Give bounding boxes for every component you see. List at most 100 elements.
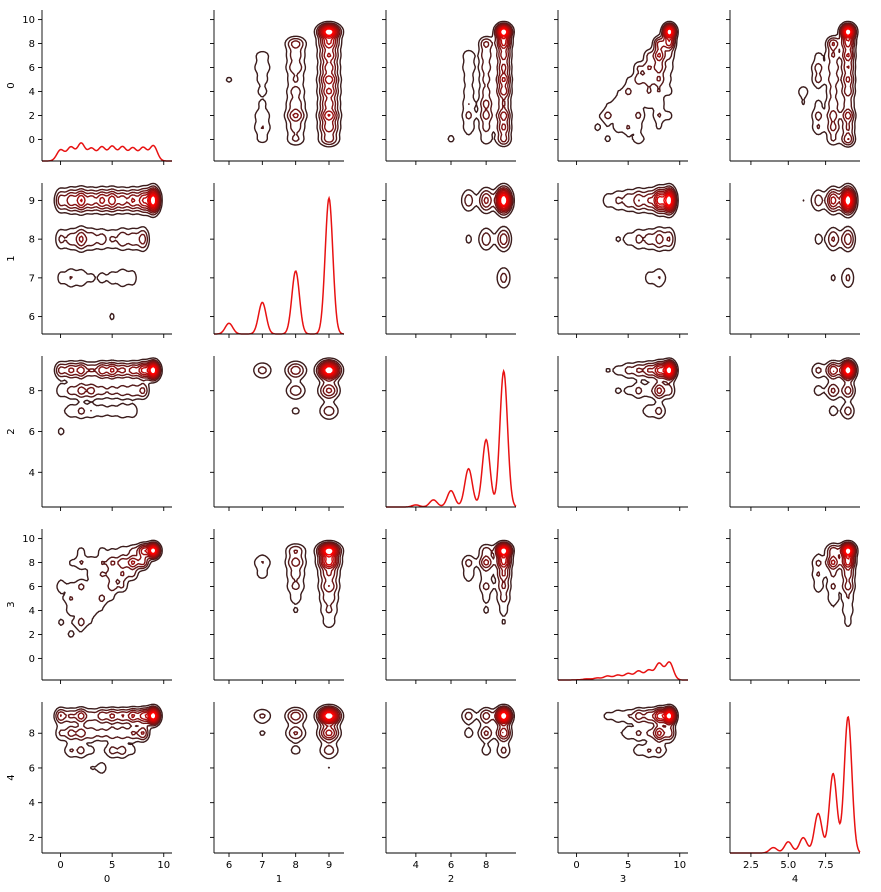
y-tick-label: 6 bbox=[29, 63, 35, 74]
x-tick-label: 7 bbox=[259, 860, 265, 871]
x-tick-label: 6 bbox=[448, 860, 454, 871]
contour-level-2 bbox=[259, 705, 343, 755]
contour-level-9 bbox=[665, 194, 673, 206]
y-axis-label-1: 1 bbox=[6, 255, 17, 261]
subplot-3-4 bbox=[726, 529, 860, 684]
y-tick-label: 8 bbox=[29, 729, 35, 740]
contour-level-2 bbox=[624, 359, 678, 415]
contour-level-7 bbox=[498, 545, 510, 559]
contour-level-4 bbox=[495, 707, 512, 738]
subplot-0-2 bbox=[382, 10, 516, 165]
subplot-4-3: 0 5 10 3 bbox=[554, 702, 688, 885]
contour-level-3 bbox=[481, 187, 513, 245]
y-axis-label-4: 4 bbox=[6, 774, 17, 780]
contour-level-7 bbox=[842, 192, 854, 209]
y-tick-label: 6 bbox=[29, 582, 35, 593]
contour-level-1 bbox=[253, 539, 345, 629]
contour-level-2 bbox=[615, 185, 678, 280]
contour-level-2 bbox=[464, 705, 514, 754]
contour-level-6 bbox=[320, 709, 338, 724]
contour-level-1 bbox=[602, 182, 679, 288]
contour-level-9 bbox=[844, 194, 852, 206]
contour-level-4 bbox=[127, 543, 160, 568]
contour-level-8 bbox=[499, 546, 509, 557]
contour-level-4 bbox=[828, 188, 856, 213]
contour-level-9 bbox=[324, 547, 334, 556]
contour-level-5 bbox=[319, 25, 339, 121]
contour-level-8 bbox=[664, 710, 674, 722]
contour-level-3 bbox=[635, 706, 677, 741]
contour-level-7 bbox=[656, 192, 674, 209]
x-tick-label: 4 bbox=[413, 860, 419, 871]
contour-level-4 bbox=[318, 361, 340, 394]
contour-level-5 bbox=[496, 544, 511, 568]
contour-level-4 bbox=[68, 361, 160, 380]
contour-level-5 bbox=[830, 544, 855, 568]
contour-level-2 bbox=[261, 541, 343, 614]
kde-line-0 bbox=[42, 142, 172, 162]
contour-level-2 bbox=[814, 22, 858, 146]
y-tick-label: 10 bbox=[22, 15, 35, 26]
contour-level-8 bbox=[499, 27, 509, 38]
contour-level-7 bbox=[321, 364, 337, 377]
contour-level-7 bbox=[146, 364, 158, 377]
contour-level-2 bbox=[68, 541, 162, 627]
x-tick-label: 7.5 bbox=[818, 860, 834, 871]
contour-level-9 bbox=[499, 194, 508, 206]
y-axis-label-0: 0 bbox=[6, 82, 17, 88]
contour-level-6 bbox=[320, 363, 338, 378]
subplot-4-1: 6 7 8 9 1 bbox=[210, 702, 345, 885]
contour-level-1 bbox=[253, 703, 345, 769]
contour-level-4 bbox=[483, 188, 512, 213]
kde-line-2 bbox=[386, 368, 517, 508]
contour-level-1 bbox=[56, 539, 163, 638]
contour-level-1 bbox=[53, 182, 163, 321]
y-tick-label: 6 bbox=[29, 763, 35, 774]
contour-level-4 bbox=[483, 543, 512, 577]
contour-level-5 bbox=[496, 708, 511, 734]
contour-level-2 bbox=[814, 185, 858, 282]
contour-level-9 bbox=[324, 365, 334, 375]
contour-level-6 bbox=[841, 544, 854, 566]
contour-level-6 bbox=[841, 363, 854, 378]
contour-level-9 bbox=[499, 28, 508, 37]
contour-level-1 bbox=[53, 703, 163, 774]
y-tick-label: 7 bbox=[29, 273, 35, 284]
contour-level-1 bbox=[460, 182, 515, 289]
contour-level-9 bbox=[844, 365, 852, 375]
contour-level-2 bbox=[55, 705, 162, 755]
x-tick-label: 5 bbox=[625, 860, 631, 871]
contour-level-3 bbox=[289, 23, 341, 143]
contour-level-3 bbox=[290, 360, 341, 397]
subplot-0-0: 0 2 4 6 8 10 0 bbox=[6, 10, 172, 165]
contour-level-9 bbox=[324, 28, 334, 37]
contour-level-5 bbox=[830, 189, 855, 211]
contour-level-7 bbox=[498, 26, 510, 40]
y-tick-label: 0 bbox=[29, 654, 35, 665]
subplot-1-0: 6 7 8 9 1 bbox=[6, 182, 172, 338]
x-tick-label: 10 bbox=[157, 860, 170, 871]
contour-level-2 bbox=[260, 22, 343, 146]
kde-line-4 bbox=[730, 715, 861, 854]
contour-level-7 bbox=[661, 710, 674, 722]
contour-level-3 bbox=[110, 542, 161, 577]
contour-level-1 bbox=[461, 703, 515, 759]
contour-level-3 bbox=[57, 706, 161, 739]
contour-level-3 bbox=[828, 23, 857, 144]
contour-level-1 bbox=[253, 357, 345, 420]
contour-level-8 bbox=[499, 193, 509, 208]
contour-level-3 bbox=[826, 187, 857, 246]
x-tick-label: 5 bbox=[109, 860, 115, 871]
contour-level-1 bbox=[798, 20, 859, 148]
y-tick-label: 4 bbox=[29, 798, 35, 809]
contour-level-9 bbox=[149, 711, 157, 720]
contour-level-7 bbox=[321, 545, 337, 566]
contour-level-3 bbox=[57, 187, 161, 247]
contour-level-6 bbox=[841, 191, 854, 210]
contour-level-4 bbox=[318, 543, 340, 587]
contour-level-1 bbox=[802, 182, 859, 288]
contour-level-2 bbox=[465, 22, 514, 145]
contour-level-9 bbox=[499, 547, 508, 556]
x-axis-label-0: 0 bbox=[104, 874, 110, 885]
x-tick-label: 6 bbox=[226, 860, 232, 871]
